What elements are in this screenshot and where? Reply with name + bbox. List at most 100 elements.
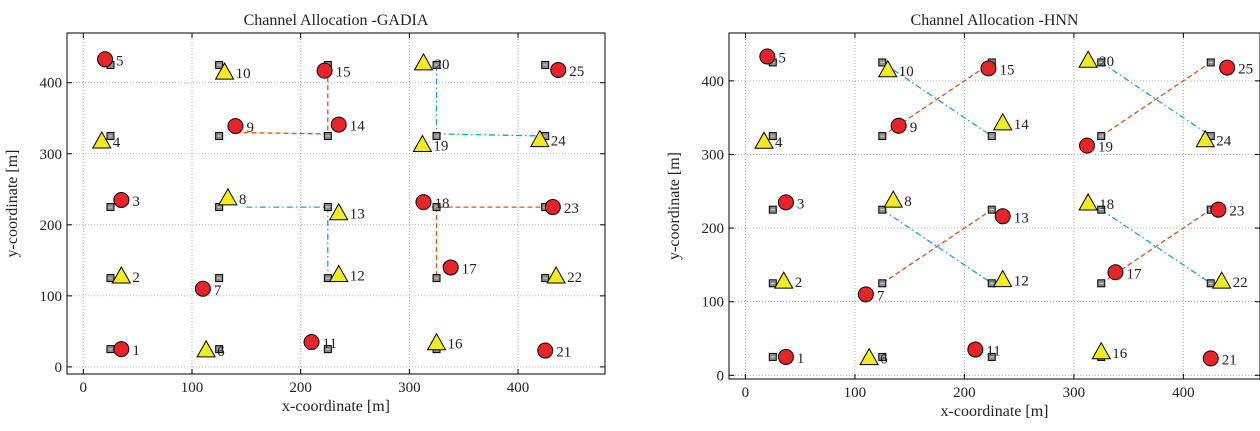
x-tick-label: 300 bbox=[1063, 385, 1086, 401]
link-orange bbox=[881, 61, 993, 137]
node-triangle bbox=[877, 59, 898, 78]
node-label: 3 bbox=[797, 196, 805, 212]
node-label: 7 bbox=[877, 288, 885, 304]
node-circle bbox=[113, 341, 130, 358]
node-label: 6 bbox=[880, 352, 888, 368]
link-cyan bbox=[881, 61, 993, 137]
x-tick-label: 0 bbox=[80, 380, 88, 396]
node-circle bbox=[227, 118, 244, 135]
node-label: 12 bbox=[1014, 274, 1029, 290]
y-tick-label: 100 bbox=[702, 295, 725, 311]
node-label: 25 bbox=[569, 64, 584, 80]
node-label: 19 bbox=[1098, 140, 1113, 156]
node-circle bbox=[994, 208, 1011, 225]
node-label: 7 bbox=[214, 283, 222, 299]
node-triangle bbox=[529, 129, 550, 148]
node-label: 21 bbox=[1222, 352, 1237, 368]
node-label: 20 bbox=[434, 57, 449, 73]
node-label: 21 bbox=[556, 345, 571, 361]
node-circle bbox=[1219, 59, 1236, 76]
y-tick-label: 0 bbox=[717, 368, 725, 384]
node-label: 14 bbox=[350, 119, 366, 135]
node-label: 16 bbox=[448, 337, 464, 353]
node-label: 16 bbox=[1112, 346, 1128, 362]
node-triangle bbox=[328, 202, 349, 221]
link-cyan bbox=[881, 209, 993, 284]
node-triangle bbox=[412, 134, 433, 153]
node-label: 5 bbox=[778, 51, 786, 67]
chart-title: Channel Allocation -GADIA bbox=[244, 12, 429, 29]
node-label: 19 bbox=[433, 139, 448, 155]
node-triangle bbox=[328, 264, 349, 283]
y-tick-label: 100 bbox=[40, 289, 63, 305]
node-triangle bbox=[1078, 50, 1098, 68]
node-label: 12 bbox=[350, 269, 365, 285]
node-label: 20 bbox=[1099, 54, 1114, 70]
node-label: 1 bbox=[797, 351, 805, 367]
node-label: 10 bbox=[899, 64, 914, 80]
node-label: 5 bbox=[116, 53, 124, 69]
link-orange bbox=[1100, 209, 1212, 284]
node-label: 14 bbox=[1014, 117, 1030, 133]
y-axis-label: y-coordinate [m] bbox=[666, 152, 683, 260]
node-label: 8 bbox=[239, 192, 247, 208]
node-label: 23 bbox=[564, 201, 579, 217]
node-triangle bbox=[1078, 193, 1098, 211]
node-label: 18 bbox=[1099, 197, 1114, 213]
node-circle bbox=[442, 259, 459, 276]
node-circle bbox=[415, 194, 432, 211]
node-label: 24 bbox=[551, 134, 567, 150]
plot-frame bbox=[66, 32, 606, 375]
node-circle bbox=[316, 62, 333, 79]
node-label: 13 bbox=[350, 207, 365, 223]
node-label: 22 bbox=[1233, 275, 1248, 291]
node-label: 11 bbox=[986, 344, 1000, 360]
node-circle bbox=[303, 334, 320, 351]
x-tick-label: 100 bbox=[844, 385, 867, 401]
node-triangle bbox=[859, 347, 879, 366]
node-label: 11 bbox=[323, 336, 337, 352]
node-triangle bbox=[1091, 341, 1112, 360]
y-axis-label: y-coordinate [m] bbox=[4, 150, 21, 258]
y-tick-label: 400 bbox=[702, 74, 725, 90]
node-circle bbox=[194, 280, 211, 297]
node-circle bbox=[980, 60, 997, 77]
node-triangle bbox=[214, 62, 235, 80]
y-tick-label: 200 bbox=[702, 221, 725, 237]
node-label: 13 bbox=[1014, 210, 1029, 226]
node-label: 24 bbox=[1216, 134, 1232, 150]
x-tick-label: 100 bbox=[181, 380, 204, 396]
node-triangle bbox=[754, 131, 774, 149]
node-triangle bbox=[91, 130, 112, 149]
node-circle bbox=[550, 61, 567, 78]
node-triangle bbox=[1211, 271, 1232, 289]
node-label: 9 bbox=[246, 120, 254, 136]
node-circle bbox=[97, 51, 114, 68]
chart-panel-hnn: 0 100 200 300 400 0 100 200 300 400 Channel Alloca… bbox=[666, 12, 1260, 420]
link-cyan bbox=[1100, 61, 1212, 137]
node-label: 8 bbox=[904, 194, 912, 210]
node-circle bbox=[857, 286, 874, 303]
link-orange bbox=[881, 209, 993, 284]
node-triangle bbox=[1195, 129, 1216, 148]
node-circle bbox=[1079, 137, 1096, 154]
node-circle bbox=[967, 341, 984, 358]
node-label: 6 bbox=[217, 344, 225, 360]
node-label: 2 bbox=[795, 275, 803, 291]
node-triangle bbox=[413, 52, 434, 71]
node-label: 25 bbox=[1238, 62, 1253, 78]
y-tick-label: 300 bbox=[40, 147, 63, 163]
node-label: 9 bbox=[910, 120, 918, 136]
node-label: 1 bbox=[132, 343, 140, 359]
x-tick-label: 200 bbox=[289, 380, 312, 396]
node-label: 18 bbox=[434, 196, 449, 212]
node-circle bbox=[1202, 350, 1219, 367]
node-triangle bbox=[546, 265, 566, 284]
x-tick-label: 0 bbox=[742, 385, 750, 401]
node-triangle bbox=[773, 271, 794, 289]
node-circle bbox=[544, 199, 561, 216]
node-triangle bbox=[992, 269, 1013, 288]
node-circle bbox=[759, 48, 776, 65]
node-circle bbox=[330, 116, 347, 133]
